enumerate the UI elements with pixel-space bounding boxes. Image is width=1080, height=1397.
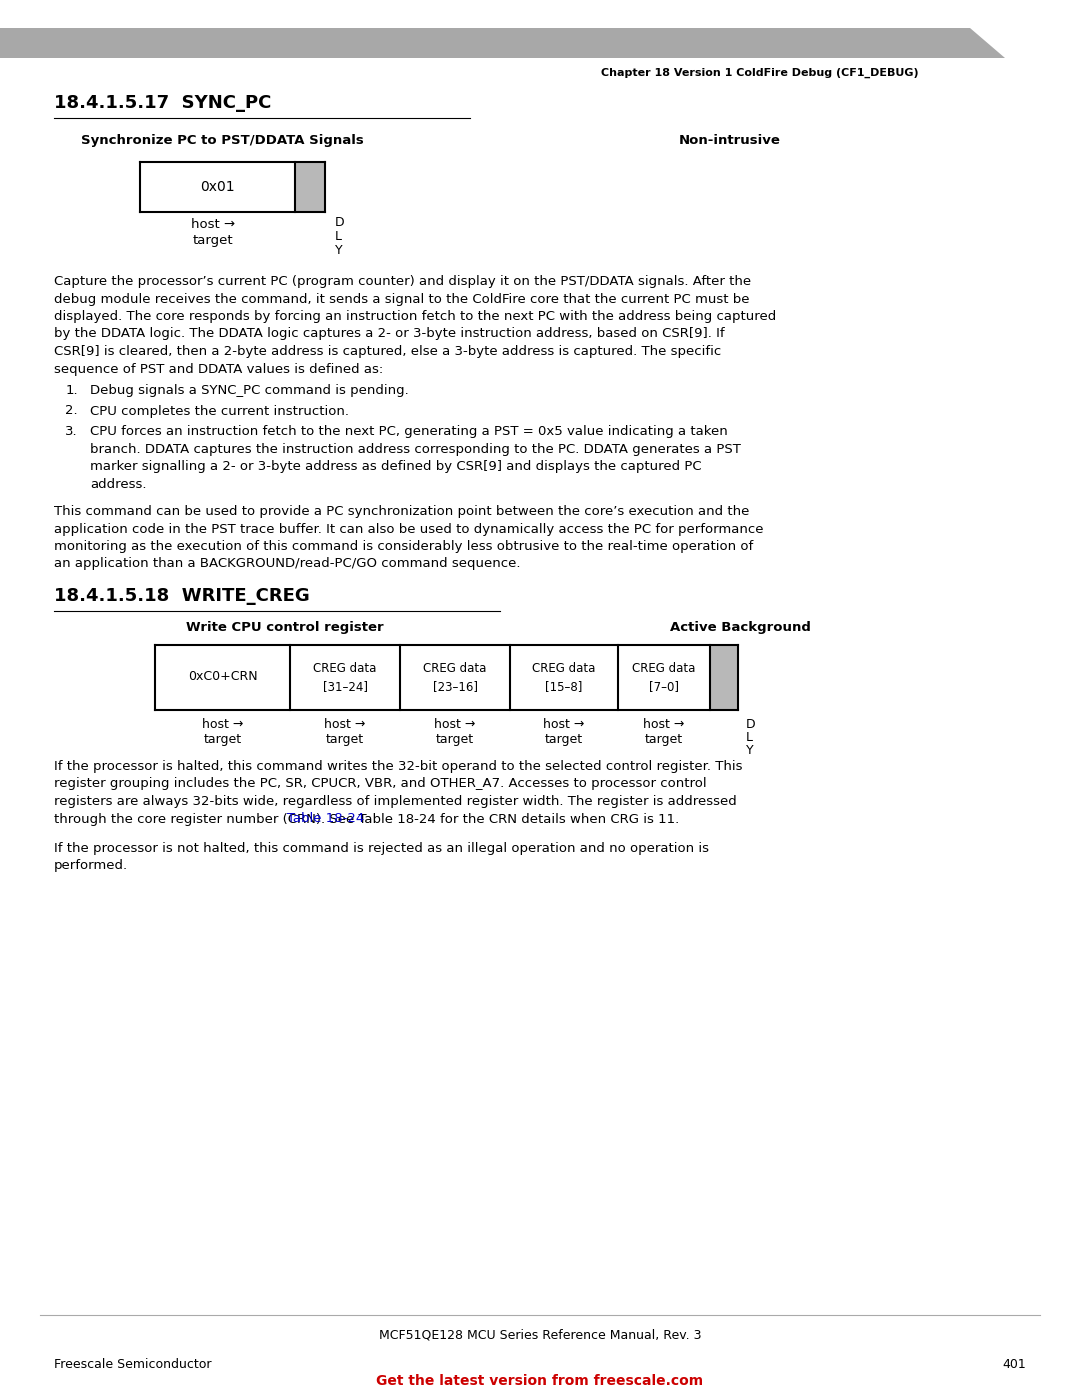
Text: [31–24]: [31–24] [323, 680, 367, 693]
Text: [23–16]: [23–16] [432, 680, 477, 693]
Text: monitoring as the execution of this command is considerably less obtrusive to th: monitoring as the execution of this comm… [54, 541, 753, 553]
Text: target: target [645, 733, 683, 746]
Text: [15–8]: [15–8] [545, 680, 583, 693]
Text: CREG data: CREG data [632, 662, 696, 676]
Text: an application than a BACKGROUND/read-PC/GO command sequence.: an application than a BACKGROUND/read-PC… [54, 557, 521, 570]
Bar [295, 162, 325, 212]
Text: 18.4.1.5.17  SYNC_PC: 18.4.1.5.17 SYNC_PC [54, 94, 271, 112]
Text: Active Background: Active Background [670, 622, 810, 634]
Text: Capture the processor’s current PC (program counter) and display it on the PST/D: Capture the processor’s current PC (prog… [54, 275, 751, 288]
Text: target: target [436, 733, 474, 746]
Text: Table 18-24: Table 18-24 [287, 813, 364, 826]
Text: branch. DDATA captures the instruction address corresponding to the PC. DDATA ge: branch. DDATA captures the instruction a… [90, 443, 741, 455]
Text: sequence of PST and DDATA values is defined as:: sequence of PST and DDATA values is defi… [54, 362, 383, 376]
Text: Write CPU control register: Write CPU control register [186, 622, 383, 634]
Text: Y: Y [746, 745, 754, 757]
Polygon shape [0, 28, 1005, 59]
Text: 3.: 3. [66, 425, 78, 439]
Text: Debug signals a SYNC_PC command is pending.: Debug signals a SYNC_PC command is pendi… [90, 384, 408, 397]
Text: D: D [746, 718, 756, 731]
Text: L: L [335, 231, 342, 243]
Text: application code in the PST trace buffer. It can also be used to dynamically acc: application code in the PST trace buffer… [54, 522, 764, 535]
Text: Chapter 18 Version 1 ColdFire Debug (CF1_DEBUG): Chapter 18 Version 1 ColdFire Debug (CF1… [602, 68, 919, 78]
Text: MCF51QE128 MCU Series Reference Manual, Rev. 3: MCF51QE128 MCU Series Reference Manual, … [379, 1329, 701, 1341]
Text: host →: host → [324, 718, 366, 731]
Text: CREG data: CREG data [313, 662, 377, 676]
Text: register grouping includes the PC, SR, CPUCR, VBR, and OTHER_A7. Accesses to pro: register grouping includes the PC, SR, C… [54, 778, 706, 791]
Text: target: target [203, 733, 242, 746]
Text: 2.: 2. [66, 405, 78, 418]
Text: L: L [746, 731, 753, 745]
Bar [710, 645, 738, 710]
Text: host →: host → [191, 218, 235, 231]
Text: displayed. The core responds by forcing an instruction fetch to the next PC with: displayed. The core responds by forcing … [54, 310, 777, 323]
Bar [140, 162, 295, 212]
Text: Synchronize PC to PST/DDATA Signals: Synchronize PC to PST/DDATA Signals [81, 134, 363, 147]
Text: If the processor is not halted, this command is rejected as an illegal operation: If the processor is not halted, this com… [54, 842, 708, 855]
Text: CREG data: CREG data [532, 662, 596, 676]
Text: 0xC0+CRN: 0xC0+CRN [188, 671, 257, 683]
Bar [156, 645, 710, 710]
Text: debug module receives the command, it sends a signal to the ColdFire core that t: debug module receives the command, it se… [54, 292, 750, 306]
Text: marker signalling a 2- or 3-byte address as defined by CSR[9] and displays the c: marker signalling a 2- or 3-byte address… [90, 460, 702, 474]
Text: address.: address. [90, 478, 147, 490]
Text: D: D [335, 217, 345, 229]
Text: registers are always 32-bits wide, regardless of implemented register width. The: registers are always 32-bits wide, regar… [54, 795, 737, 807]
Text: If the processor is halted, this command writes the 32-bit operand to the select: If the processor is halted, this command… [54, 760, 743, 773]
Text: target: target [192, 235, 233, 247]
Text: CREG data: CREG data [423, 662, 487, 676]
Text: Get the latest version from freescale.com: Get the latest version from freescale.co… [377, 1375, 703, 1389]
Text: Non-intrusive: Non-intrusive [679, 134, 781, 147]
Text: host →: host → [202, 718, 243, 731]
Text: host →: host → [434, 718, 475, 731]
Text: CPU completes the current instruction.: CPU completes the current instruction. [90, 405, 349, 418]
Text: by the DDATA logic. The DDATA logic captures a 2- or 3-byte instruction address,: by the DDATA logic. The DDATA logic capt… [54, 327, 725, 341]
Text: [7–0]: [7–0] [649, 680, 679, 693]
Text: host →: host → [543, 718, 584, 731]
Text: target: target [326, 733, 364, 746]
Text: 1.: 1. [66, 384, 78, 397]
Text: CPU forces an instruction fetch to the next PC, generating a PST = 0x5 value ind: CPU forces an instruction fetch to the n… [90, 425, 728, 439]
Text: 0x01: 0x01 [200, 180, 234, 194]
Text: 401: 401 [1002, 1358, 1026, 1370]
Text: Y: Y [335, 244, 342, 257]
Text: performed.: performed. [54, 859, 129, 873]
Text: host →: host → [644, 718, 685, 731]
Text: 18.4.1.5.18  WRITE_CREG: 18.4.1.5.18 WRITE_CREG [54, 587, 310, 605]
Text: CSR[9] is cleared, then a 2-byte address is captured, else a 3-byte address is c: CSR[9] is cleared, then a 2-byte address… [54, 345, 721, 358]
Text: target: target [545, 733, 583, 746]
Text: Freescale Semiconductor: Freescale Semiconductor [54, 1358, 212, 1370]
Text: through the core register number (CRN). See Table 18-24 for the CRN details when: through the core register number (CRN). … [54, 813, 679, 826]
Text: This command can be used to provide a PC synchronization point between the core’: This command can be used to provide a PC… [54, 504, 750, 518]
